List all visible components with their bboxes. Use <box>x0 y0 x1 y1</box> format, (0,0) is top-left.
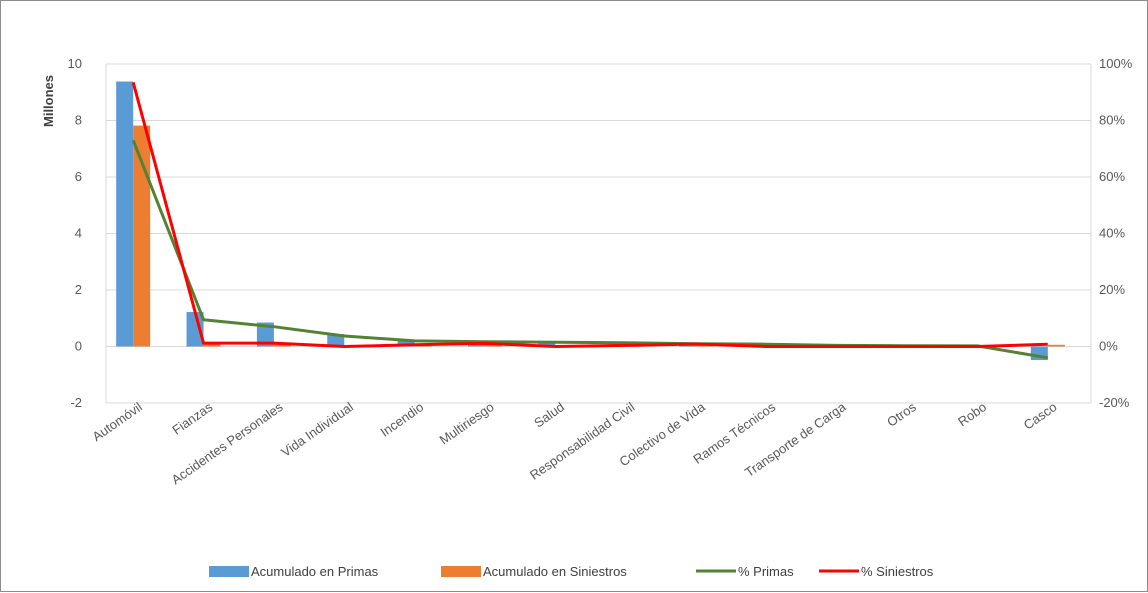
category-label: Accidentes Personales <box>169 399 286 487</box>
category-label: Fianzas <box>169 399 215 438</box>
category-label: Incendio <box>377 399 426 439</box>
bar-primas <box>327 334 345 347</box>
bar-siniestros <box>203 343 221 347</box>
legend-swatch <box>209 566 249 577</box>
category-label: Otros <box>884 399 919 430</box>
y-tick-label: 4 <box>75 226 82 241</box>
legend-label: Acumulado en Siniestros <box>483 564 627 579</box>
left-axis-ticks: -2 0 2 4 6 8 10 <box>68 56 82 410</box>
y2-tick-label: 20% <box>1099 282 1125 297</box>
y-tick-label: 2 <box>75 282 82 297</box>
y2-tick-label: 100% <box>1099 56 1133 71</box>
category-label: Robo <box>955 399 989 429</box>
y-tick-label: 10 <box>68 56 82 71</box>
category-label: Multiriesgo <box>437 399 497 447</box>
y-tick-label: 0 <box>75 339 82 354</box>
y-tick-label: 6 <box>75 169 82 184</box>
bar-primas <box>397 340 415 347</box>
bar-primas <box>538 342 556 347</box>
line-series <box>131 82 1049 360</box>
category-label: Salud <box>531 399 567 430</box>
bar-siniestros <box>133 125 151 347</box>
right-axis-ticks: -20% 0% 20% 40% 60% 80% 100% <box>1099 56 1133 410</box>
bar-siniestros <box>1047 344 1065 347</box>
bar-primas <box>256 322 274 347</box>
bar-series <box>116 81 1065 361</box>
y-axis-title: Millones <box>41 75 56 127</box>
legend: Acumulado en Primas Acumulado en Siniestr… <box>209 564 934 579</box>
legend-label: % Primas <box>738 564 794 579</box>
y2-tick-label: 0% <box>1099 339 1118 354</box>
y2-tick-label: -20% <box>1099 395 1130 410</box>
bar-siniestros <box>273 343 291 347</box>
category-label: Automóvil <box>90 399 145 444</box>
category-label: Casco <box>1021 399 1060 432</box>
legend-label: % Siniestros <box>861 564 934 579</box>
line-primas <box>131 139 1049 360</box>
bar-primas <box>116 81 134 347</box>
legend-swatch <box>441 566 481 577</box>
y2-tick-label: 80% <box>1099 113 1125 128</box>
line-siniestros <box>131 82 1048 348</box>
gridlines <box>105 63 1092 404</box>
y2-tick-label: 60% <box>1099 169 1125 184</box>
bar-primas <box>186 312 204 347</box>
y2-tick-label: 40% <box>1099 226 1125 241</box>
y-tick-label: 8 <box>75 113 82 128</box>
category-label: Vida Individual <box>278 399 356 460</box>
y-tick-label: -2 <box>70 395 82 410</box>
legend-label: Acumulado en Primas <box>251 564 379 579</box>
